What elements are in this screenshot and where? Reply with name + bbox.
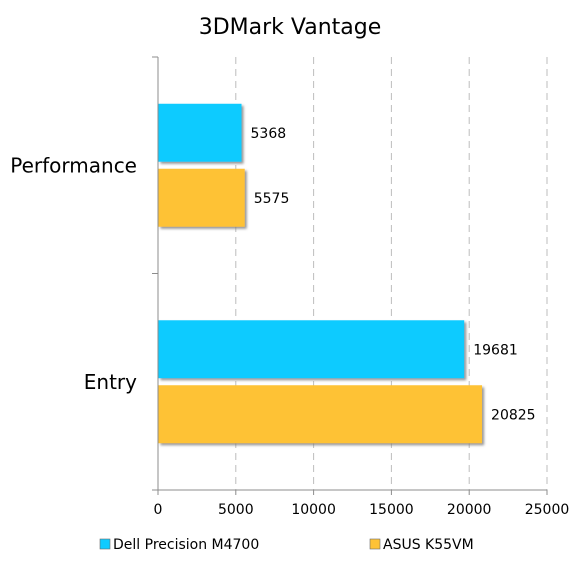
x-tick-label: 15000 bbox=[369, 502, 414, 518]
x-tick-label: 0 bbox=[154, 502, 163, 518]
chart-title: 3DMark Vantage bbox=[199, 15, 382, 40]
legend-label: Dell Precision M4700 bbox=[113, 537, 259, 553]
legend-swatch bbox=[99, 538, 111, 550]
bar bbox=[158, 103, 242, 162]
legend-swatch bbox=[369, 538, 381, 550]
category-label: Performance bbox=[10, 153, 137, 177]
bar bbox=[158, 168, 245, 227]
data-label: 5368 bbox=[251, 126, 287, 142]
legend: Dell Precision M4700 ASUS K55VM bbox=[99, 537, 474, 553]
bar bbox=[158, 385, 483, 444]
data-label: 5575 bbox=[254, 191, 290, 207]
bars bbox=[158, 103, 483, 444]
category-label: Entry bbox=[84, 370, 137, 394]
labels: 0 5000 10000 15000 20000 25000 Performance 5368… bbox=[10, 126, 569, 518]
x-tick-label: 5000 bbox=[218, 502, 254, 518]
x-tick-label: 20000 bbox=[447, 502, 492, 518]
legend-label: ASUS K55VM bbox=[383, 537, 474, 553]
data-label: 20825 bbox=[491, 407, 536, 423]
axes bbox=[152, 56, 548, 495]
data-label: 19681 bbox=[473, 342, 518, 358]
x-tick-label: 10000 bbox=[291, 502, 336, 518]
bar bbox=[158, 320, 465, 379]
x-tick-label: 25000 bbox=[525, 502, 570, 518]
